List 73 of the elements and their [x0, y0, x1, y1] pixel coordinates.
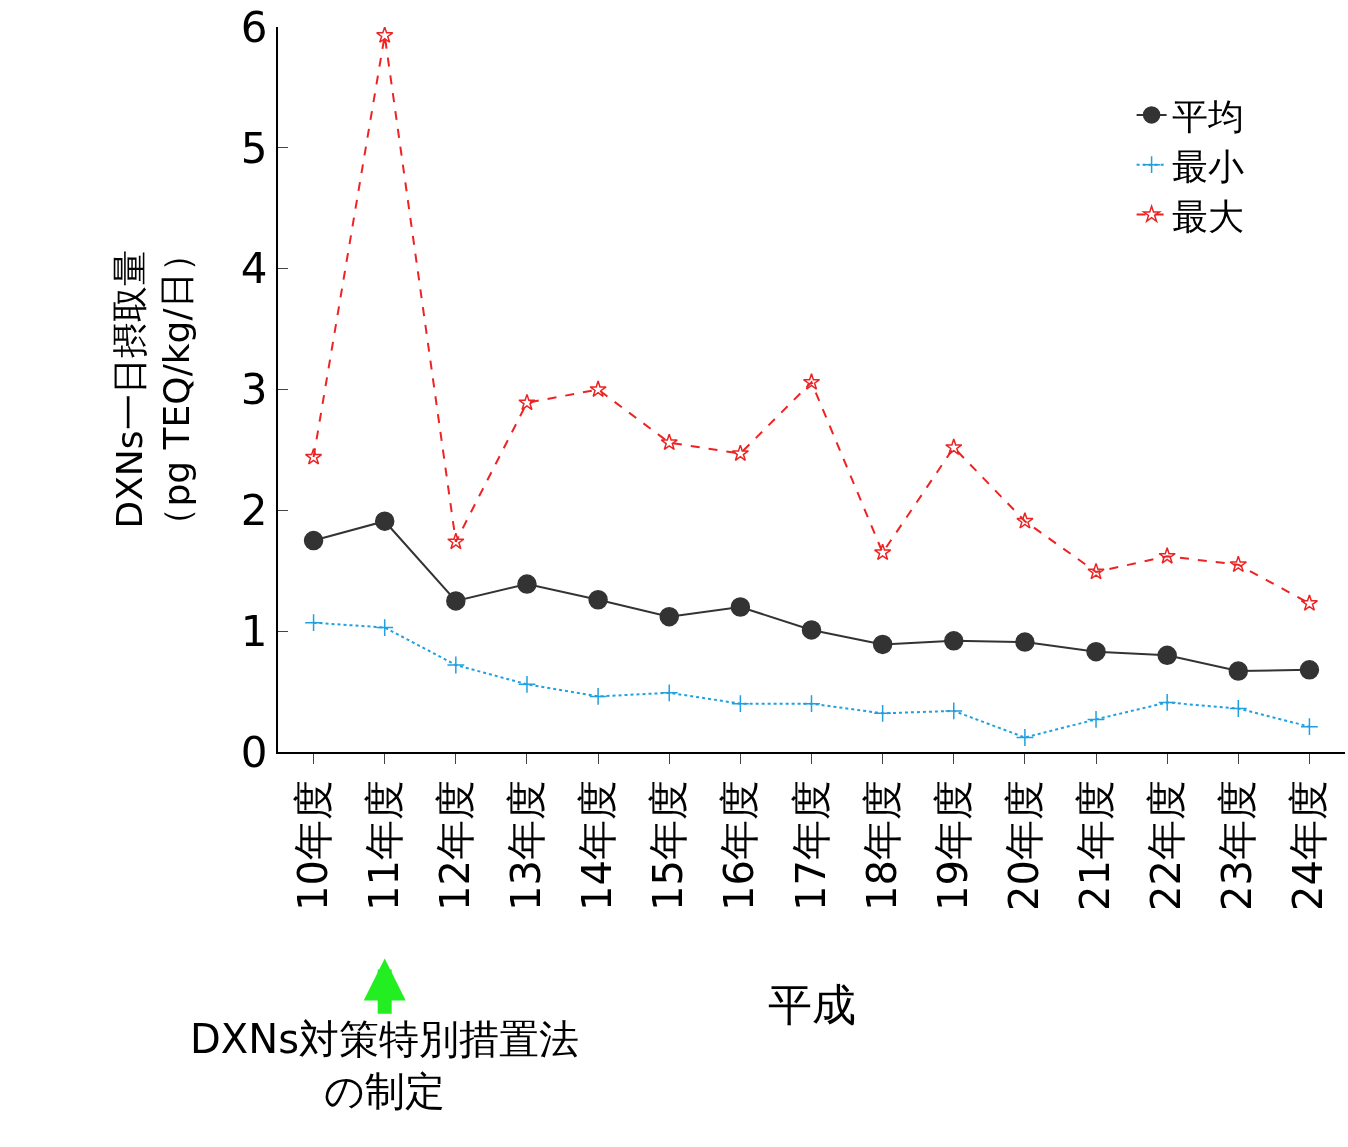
x-tick-label: 16年度: [716, 780, 763, 911]
point: [517, 574, 537, 594]
point: [802, 694, 821, 713]
x-tick-label: 15年度: [645, 780, 692, 911]
point: [659, 606, 679, 627]
legend-label: 最小: [1171, 145, 1244, 187]
x-tick-label: 21年度: [1072, 780, 1119, 911]
point: [518, 393, 536, 411]
point: [1299, 660, 1320, 680]
y-tick-label: 6: [240, 2, 268, 52]
point: [304, 613, 323, 632]
x-tick-label: 19年度: [929, 780, 976, 911]
x-tick-label: 23年度: [1214, 780, 1261, 911]
point: [872, 634, 893, 655]
point: [517, 675, 537, 694]
x-tick-label: 10年度: [289, 780, 336, 911]
x-tick-label: 20年度: [1000, 780, 1047, 911]
point: [730, 597, 751, 617]
point: [1015, 728, 1035, 747]
point: [1229, 699, 1248, 718]
x-tick-label: 12年度: [431, 780, 478, 911]
point: [944, 701, 963, 721]
x-tick-label: 11年度: [360, 780, 407, 911]
x-tick-label: 24年度: [1285, 780, 1332, 911]
point: [1300, 717, 1319, 736]
x-tick-label: 14年度: [574, 780, 621, 911]
x-tick-label: 22年度: [1143, 780, 1190, 911]
y-tick-label: 3: [240, 365, 268, 415]
y-tick-label: 2: [240, 486, 268, 536]
point: [801, 620, 822, 640]
point: [375, 27, 394, 44]
point: [1016, 512, 1034, 529]
point: [1300, 594, 1319, 611]
point: [1158, 547, 1176, 564]
point: [375, 618, 394, 637]
point: [731, 694, 750, 713]
point: [374, 511, 395, 531]
point: [660, 433, 678, 451]
point: [1158, 693, 1177, 712]
x-tick-label: 17年度: [787, 780, 834, 911]
annotation: DXNs対策特別措置法の制定: [190, 1016, 579, 1114]
point: [944, 631, 964, 651]
point: [1157, 645, 1177, 666]
x-tick-label: 13年度: [502, 780, 549, 911]
y-axis-title: DXNs一日摂取量（pg TEQ/kg/日）: [109, 236, 198, 543]
point: [802, 373, 821, 390]
point: [304, 448, 323, 465]
point: [303, 530, 324, 551]
legend-label: 最大: [1171, 195, 1244, 237]
point: [588, 590, 608, 610]
y-tick-label: 5: [240, 123, 268, 173]
point: [1086, 641, 1106, 662]
point: [945, 438, 963, 456]
point: [660, 683, 679, 702]
x-axis-title: 平成: [768, 979, 856, 1030]
point: [731, 444, 750, 462]
point: [1086, 710, 1106, 729]
x-tick-label: 18年度: [858, 780, 905, 911]
point: [446, 591, 466, 611]
point: [588, 687, 608, 706]
point: [873, 543, 892, 561]
point: [589, 380, 607, 398]
point: [446, 655, 465, 675]
point: [447, 532, 465, 550]
legend-label: 平均: [1171, 95, 1244, 137]
y-tick-label: 0: [240, 727, 268, 777]
point: [1087, 562, 1105, 580]
point: [1229, 555, 1248, 573]
point: [1228, 661, 1249, 681]
point: [873, 704, 892, 723]
point: [1015, 632, 1035, 652]
y-tick-label: 4: [240, 244, 268, 294]
y-tick-label: 1: [240, 606, 268, 656]
